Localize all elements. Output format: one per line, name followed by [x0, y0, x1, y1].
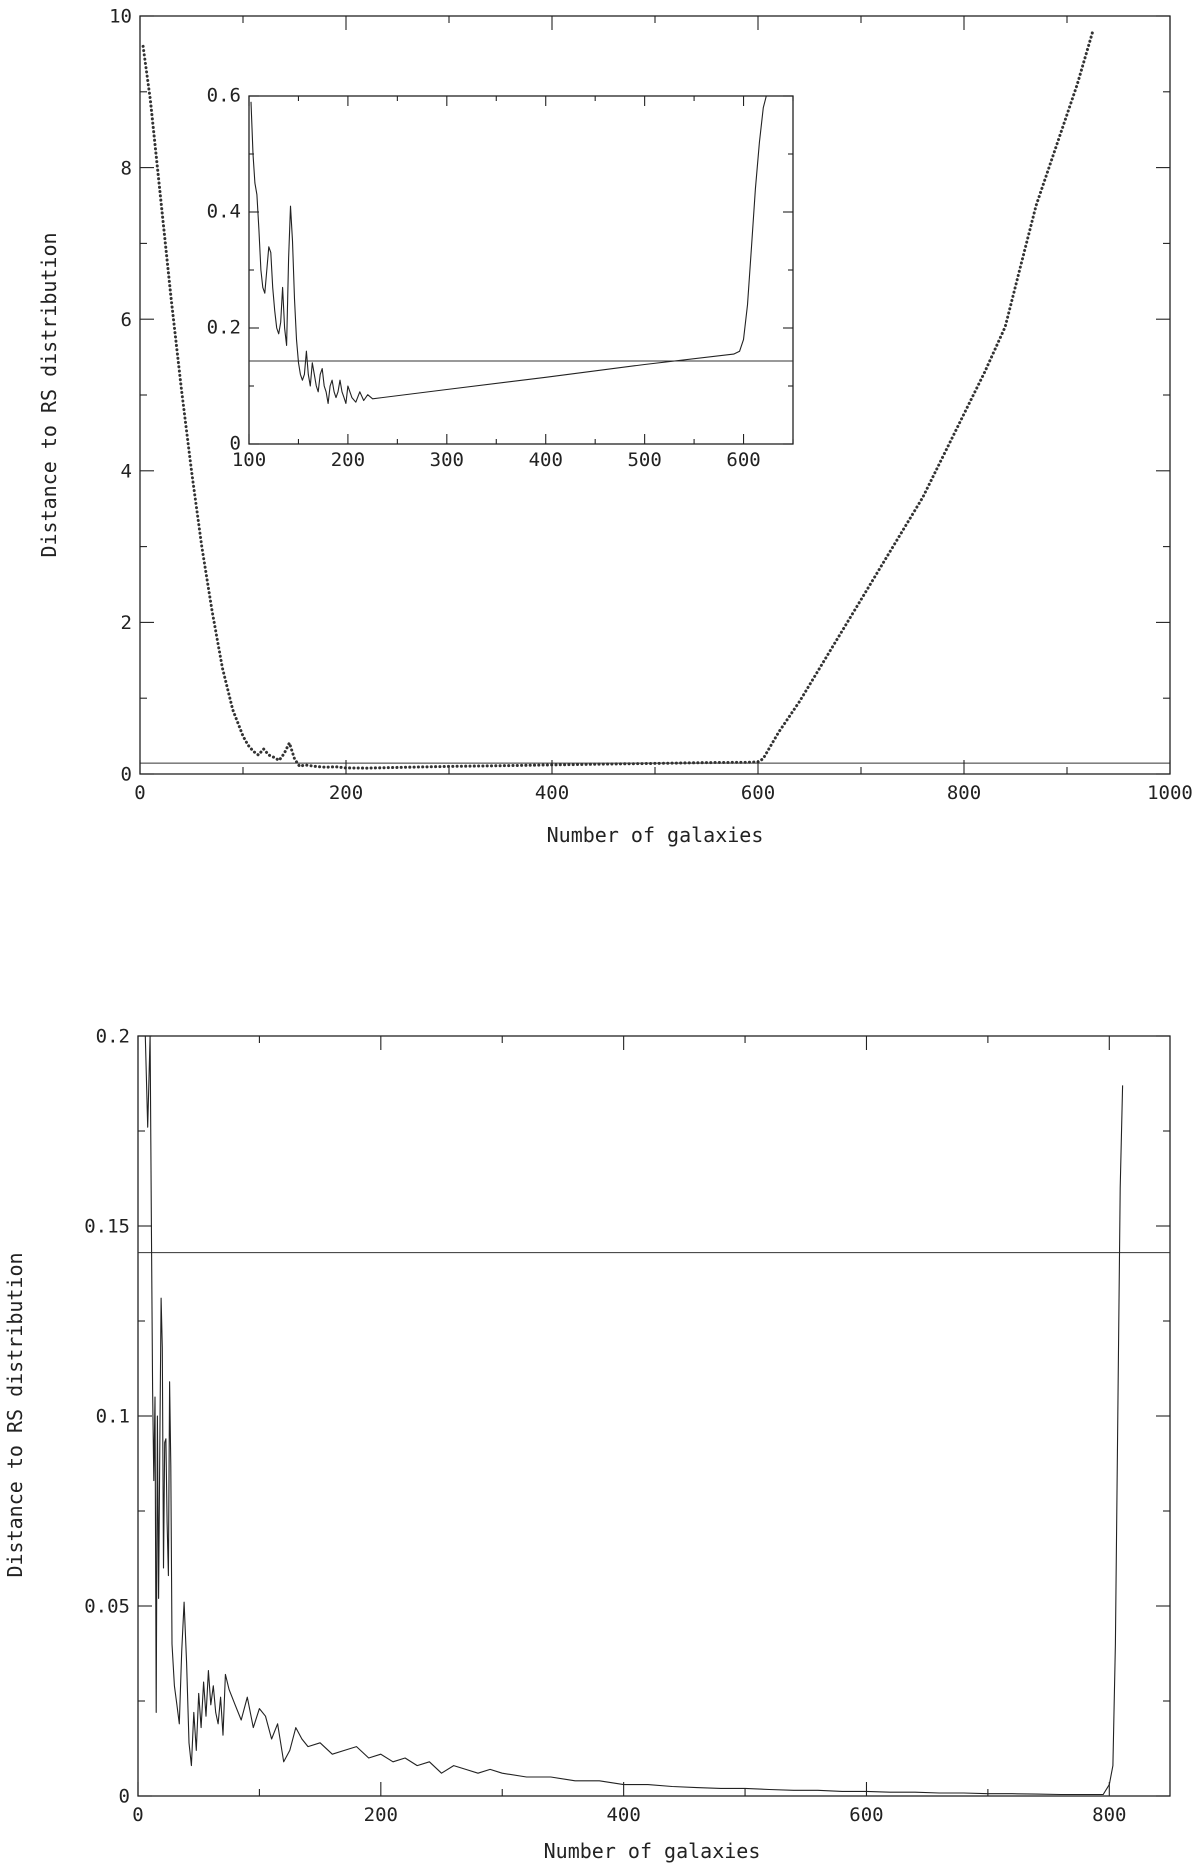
top-y-tick-label: 10 [109, 6, 132, 28]
bottom-panel: 0 200 400 600 800 0 0.05 0.1 0.15 0.2 Number of … [3, 1026, 1171, 1863]
top-x-tick-label: 0 [134, 782, 145, 804]
bottom-y-tick-label: 0 [119, 1786, 130, 1808]
top-x-axis-title: Number of galaxies [547, 823, 764, 847]
bottom-x-tick-label: 800 [1092, 1804, 1126, 1826]
inset-x-tick-label: 300 [430, 449, 464, 471]
bottom-x-tick-label: 400 [606, 1804, 640, 1826]
bottom-plot-frame [137, 1035, 1171, 1797]
inset-y-tick-label: 0.4 [207, 201, 241, 223]
inset-panel: 100 200 300 400 500 600 0 0.2 0.4 0.6 [207, 85, 794, 471]
inset-y-tick-label: 0.6 [207, 85, 241, 107]
bottom-x-tick-label: 200 [364, 1804, 398, 1826]
inset-y-tick-label: 0 [230, 433, 241, 455]
bottom-distance-series [144, 1035, 1124, 1796]
inset-x-tick-label: 500 [627, 449, 661, 471]
top-x-tick-label: 1000 [1147, 782, 1193, 804]
bottom-y-tick-label: 0.2 [96, 1026, 130, 1048]
bottom-y-tick-label: 0.05 [84, 1596, 130, 1618]
inset-x-ticks: 100 200 300 400 500 600 [232, 96, 794, 471]
inset-x-tick-label: 600 [726, 449, 760, 471]
bottom-y-ticks: 0 0.05 0.1 0.15 0.2 [84, 1026, 1170, 1808]
bottom-x-tick-label: 600 [849, 1804, 883, 1826]
top-x-tick-label: 200 [329, 782, 363, 804]
inset-x-tick-label: 100 [232, 449, 266, 471]
inset-y-ticks: 0 0.2 0.4 0.6 [207, 85, 793, 455]
top-y-tick-label: 2 [121, 612, 132, 634]
bottom-x-tick-label: 0 [132, 1804, 143, 1826]
top-x-tick-label: 600 [741, 782, 775, 804]
bottom-y-tick-label: 0.1 [96, 1406, 130, 1428]
inset-x-tick-label: 400 [529, 449, 563, 471]
top-distance-series [141, 29, 1095, 770]
top-y-tick-label: 0 [121, 764, 132, 786]
inset-background [249, 96, 793, 444]
inset-y-tick-label: 0.2 [207, 317, 241, 339]
bottom-y-tick-label: 0.15 [84, 1216, 130, 1238]
top-x-tick-label: 400 [535, 782, 569, 804]
top-x-tick-label: 800 [947, 782, 981, 804]
top-y-tick-label: 6 [121, 309, 132, 331]
inset-distance-series [250, 95, 767, 404]
top-y-tick-label: 8 [121, 157, 132, 179]
inset-x-tick-label: 200 [331, 449, 365, 471]
top-x-ticks: 0 200 400 600 800 1000 [134, 16, 1193, 804]
bottom-y-axis-title: Distance to RS distribution [3, 1252, 27, 1577]
top-y-axis-title: Distance to RS distribution [37, 232, 61, 557]
bottom-x-axis-title: Number of galaxies [544, 1839, 761, 1863]
bottom-x-ticks: 0 200 400 600 800 [132, 1036, 1126, 1826]
top-y-ticks: 0 2 4 6 8 10 [109, 6, 1170, 786]
top-y-tick-label: 4 [121, 460, 132, 482]
